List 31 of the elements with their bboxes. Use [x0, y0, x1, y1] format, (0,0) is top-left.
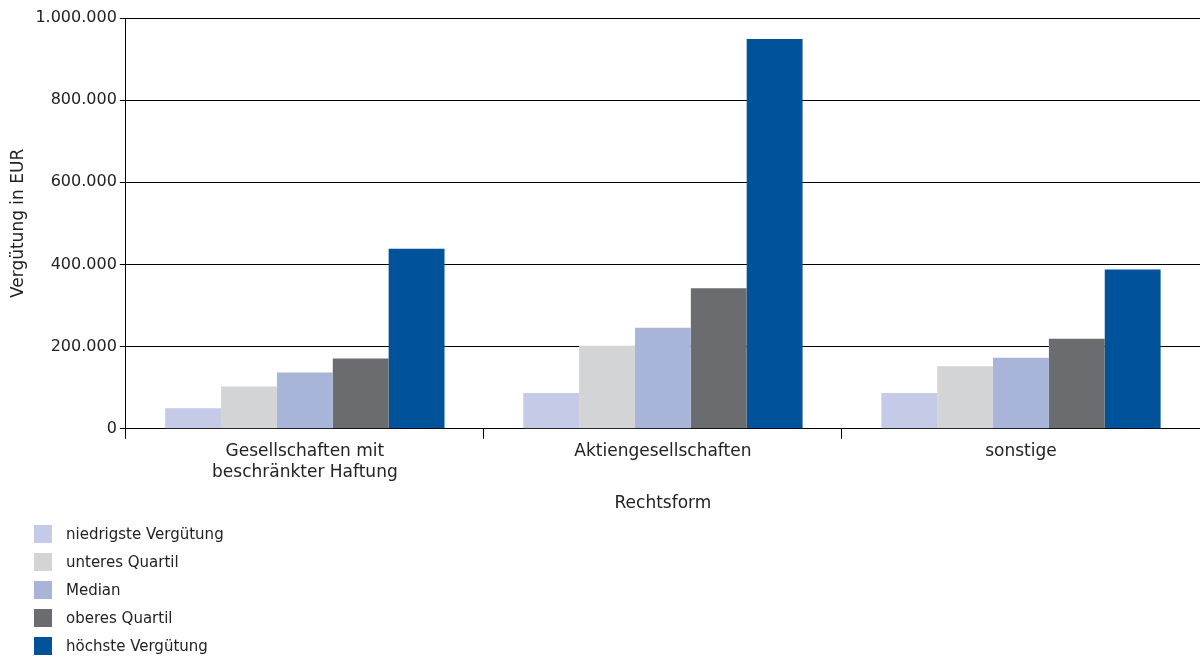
bar	[690, 288, 747, 429]
bar	[1048, 338, 1105, 429]
legend-label: oberes Quartil	[66, 609, 173, 627]
bar	[221, 386, 277, 429]
x-tick-label: Aktiengesellschaften	[574, 440, 752, 461]
bar	[276, 372, 333, 429]
bar	[579, 345, 635, 429]
bar	[634, 327, 691, 429]
x-axis-title: Rechtsform	[614, 492, 712, 513]
bar	[993, 357, 1049, 429]
legend-label: unteres Quartil	[66, 553, 179, 571]
legend-label: höchste Vergütung	[66, 637, 208, 655]
y-tick-label: 200.000	[50, 335, 117, 355]
bar	[746, 38, 803, 429]
bar	[165, 408, 222, 429]
legend-label: Median	[66, 581, 121, 599]
legend-label: niedrigste Vergütung	[66, 525, 224, 543]
bar	[523, 393, 580, 429]
x-tick-label: Gesellschaften mit beschränkter Haftung	[212, 440, 398, 481]
y-tick-label: 600.000	[50, 171, 117, 191]
bar	[332, 358, 389, 429]
y-axis-title: Vergütung in EUR	[6, 148, 27, 299]
bar	[388, 248, 445, 429]
bar	[1104, 269, 1161, 429]
y-tick-label: 1.000.000	[35, 7, 117, 27]
y-tick-label: 400.000	[50, 253, 117, 273]
x-tick-label: sonstige	[985, 440, 1057, 461]
bar	[937, 366, 994, 429]
y-tick-label: 0	[106, 417, 117, 437]
y-tick-label: 800.000	[50, 89, 117, 109]
bar	[881, 393, 938, 429]
